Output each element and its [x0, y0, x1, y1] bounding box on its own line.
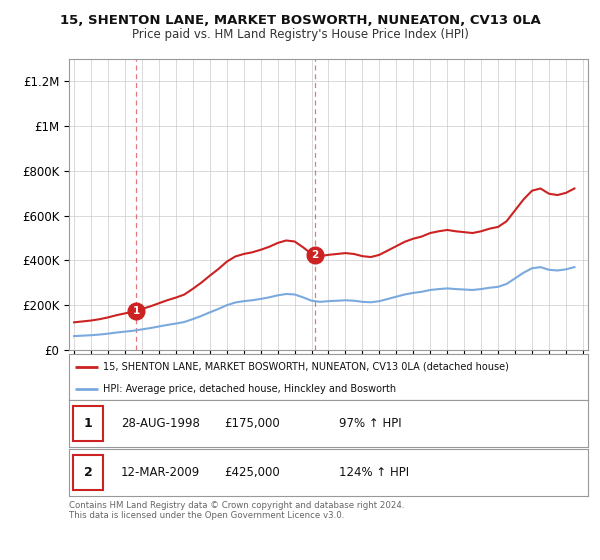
Text: Contains HM Land Registry data © Crown copyright and database right 2024.
This d: Contains HM Land Registry data © Crown c… [69, 501, 404, 520]
Text: Price paid vs. HM Land Registry's House Price Index (HPI): Price paid vs. HM Land Registry's House … [131, 28, 469, 41]
Text: £175,000: £175,000 [224, 417, 280, 430]
Text: 15, SHENTON LANE, MARKET BOSWORTH, NUNEATON, CV13 0LA (detached house): 15, SHENTON LANE, MARKET BOSWORTH, NUNEA… [103, 362, 509, 372]
Text: 2: 2 [311, 250, 319, 260]
FancyBboxPatch shape [73, 455, 103, 490]
FancyBboxPatch shape [73, 406, 103, 441]
Text: 1: 1 [84, 417, 92, 430]
Text: 2: 2 [84, 466, 92, 479]
Text: 97% ↑ HPI: 97% ↑ HPI [339, 417, 401, 430]
Text: HPI: Average price, detached house, Hinckley and Bosworth: HPI: Average price, detached house, Hinc… [103, 384, 396, 394]
Text: 28-AUG-1998: 28-AUG-1998 [121, 417, 200, 430]
Text: 1: 1 [133, 306, 140, 316]
Text: £425,000: £425,000 [224, 466, 280, 479]
Text: 124% ↑ HPI: 124% ↑ HPI [339, 466, 409, 479]
Text: 15, SHENTON LANE, MARKET BOSWORTH, NUNEATON, CV13 0LA: 15, SHENTON LANE, MARKET BOSWORTH, NUNEA… [59, 14, 541, 27]
Text: 12-MAR-2009: 12-MAR-2009 [121, 466, 200, 479]
